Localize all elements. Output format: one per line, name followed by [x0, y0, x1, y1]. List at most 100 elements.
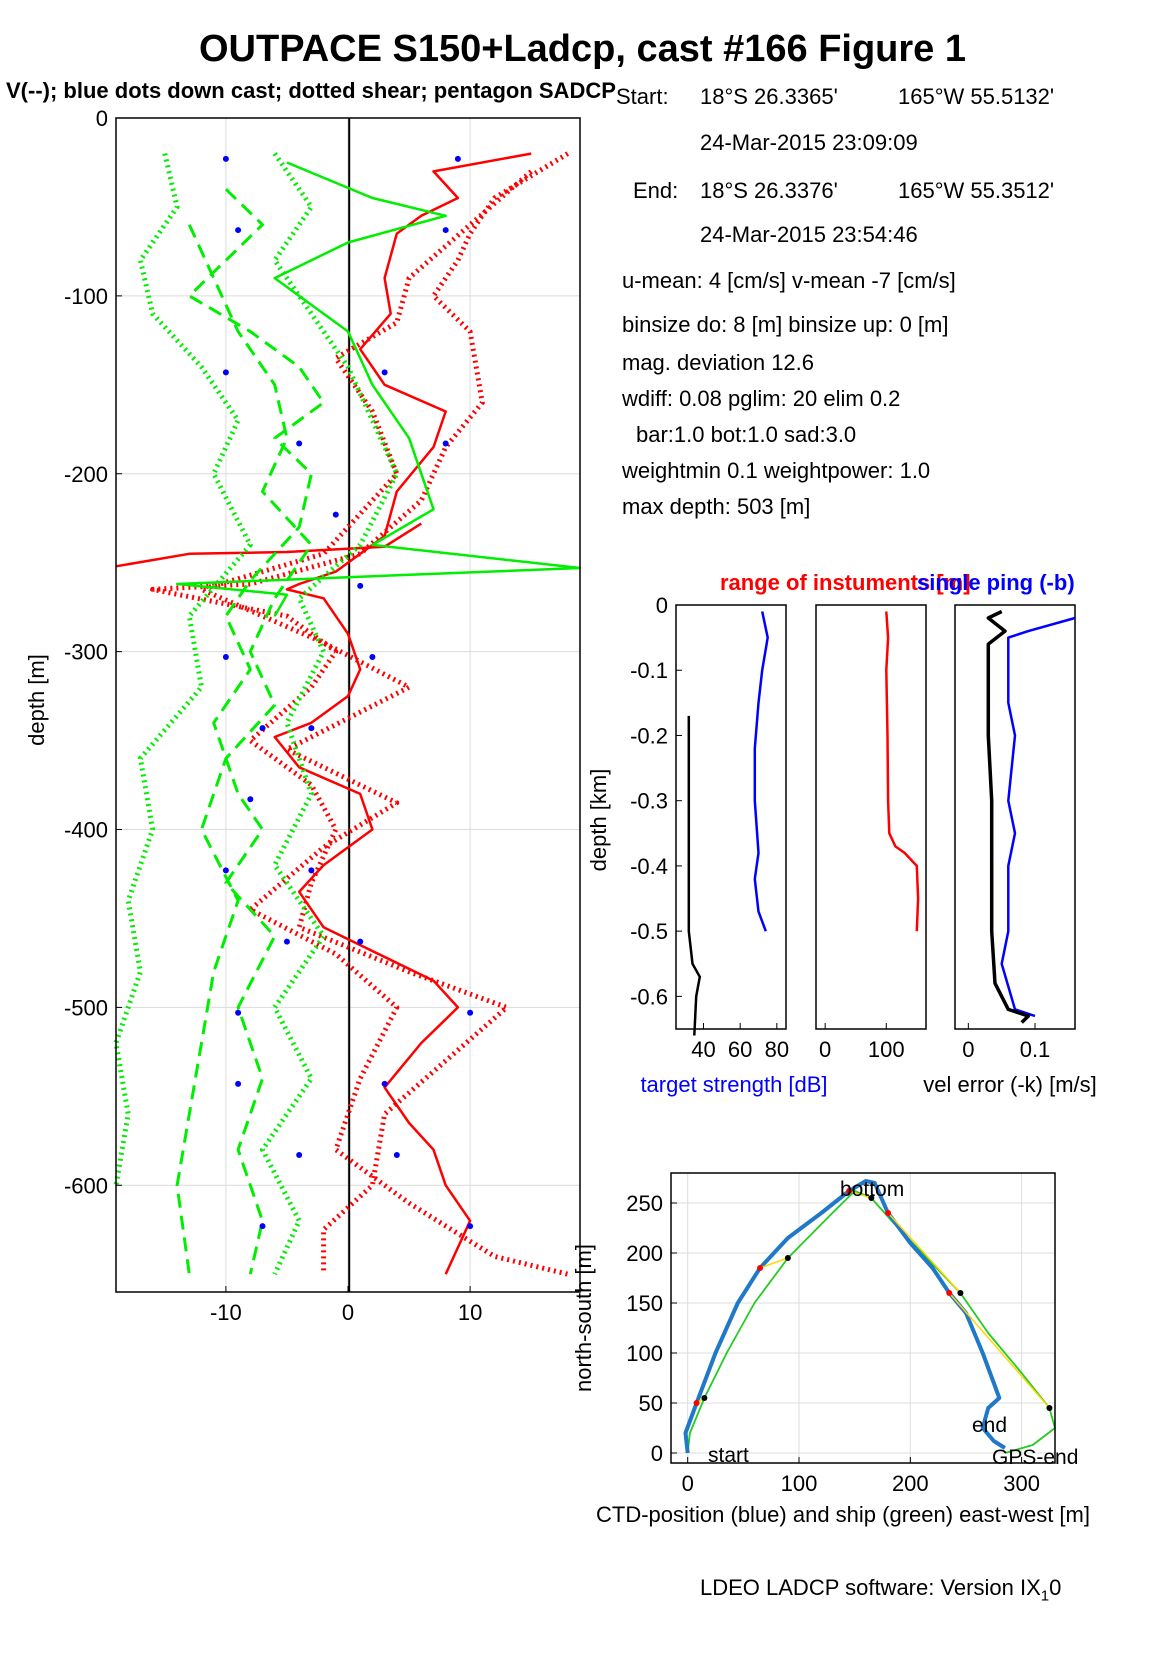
end-label: End:	[633, 178, 679, 203]
y-tick-label: -0.6	[630, 984, 668, 1009]
depth-km-label: depth [km]	[586, 769, 611, 872]
depth-axis-label: depth [m]	[24, 654, 49, 746]
wdiff-params: wdiff: 0.08 pglim: 20 elim 0.2	[622, 386, 901, 411]
y-tick-label: 0	[96, 106, 108, 131]
x-tick-label: 0.1	[1020, 1037, 1051, 1062]
range-frame	[815, 604, 927, 1030]
downcast-dot	[235, 1009, 242, 1016]
gps-end-marker-label: GPS-end	[992, 1446, 1078, 1469]
y-tick-label: 100	[626, 1341, 663, 1366]
y-tick-label: -200	[64, 462, 108, 487]
velocity-series-8	[175, 161, 582, 617]
downcast-dot	[467, 1009, 474, 1016]
downcast-dot	[283, 938, 290, 945]
downcast-dot	[381, 1080, 388, 1087]
mean-velocities: u-mean: 4 [cm/s] v-mean -7 [cm/s]	[622, 268, 956, 293]
ship-marker	[957, 1290, 964, 1296]
target-strength-series	[687, 611, 769, 1036]
y-tick-label: 250	[626, 1191, 663, 1216]
position-axes: 0 100 200 300 0 50 100 150 200 250 north-south [m…	[571, 1172, 1090, 1527]
downcast-dot	[222, 653, 229, 660]
downcast-dot	[467, 1223, 474, 1230]
velocity-profile-axes: -10 0 100-100-200-300-400-500-600 depth [m…	[24, 106, 582, 1325]
position-link	[887, 1212, 961, 1294]
software-version-tail: 0	[1049, 1575, 1062, 1600]
y-tick-label: -500	[64, 995, 108, 1020]
downcast-dot	[393, 1152, 400, 1159]
y-tick-label: -0.5	[630, 919, 668, 944]
downcast-dot	[454, 155, 461, 162]
max-depth: max depth: 503 [m]	[622, 494, 811, 519]
mag-deviation: mag. deviation 12.6	[622, 350, 815, 375]
target-strength-frame	[675, 604, 787, 1030]
downcast-dots	[222, 155, 474, 1230]
range-ticks: 0 100	[819, 1023, 905, 1062]
x-tick-label: 0	[682, 1471, 694, 1496]
ctd-marker	[946, 1290, 953, 1296]
position-plot-frame	[670, 1172, 1056, 1464]
y-tick-label: 0	[656, 593, 668, 618]
downcast-dot	[222, 867, 229, 874]
bin-size: binsize do: 8 [m] binsize up: 0 [m]	[622, 312, 949, 337]
ctd-marker	[757, 1265, 764, 1271]
vel-error-axes: 0 0.1 vel error (-k) [m/s] single ping (-…	[917, 570, 1097, 1097]
y-tick-label: 0	[651, 1441, 663, 1466]
start-position: 18°S 26.3365'	[700, 84, 838, 109]
downcast-dot	[357, 582, 364, 589]
y-tick-label: 150	[626, 1291, 663, 1316]
target-strength-ticks: 40 60 80 0 -0.1 -0.2 -0.3 -0.4 -0.5 -0.6	[630, 593, 789, 1062]
ship-track	[686, 1190, 1056, 1454]
single-ping-title: single ping (-b)	[917, 570, 1075, 595]
range-title: range of instuments [m]	[720, 570, 971, 595]
ctd-marker	[885, 1210, 892, 1216]
y-tick-label: -0.4	[630, 854, 668, 879]
figure-title: OUTPACE S150+Ladcp, cast #166 Figure 1	[199, 28, 966, 70]
downcast-dot	[308, 867, 315, 874]
weight-params: weightmin 0.1 weightpower: 1.0	[622, 458, 931, 483]
downcast-dot	[442, 227, 449, 234]
downcast-dot	[259, 725, 266, 732]
ship-marker	[784, 1255, 791, 1261]
velocity-series-6	[113, 153, 253, 1186]
target-strength-label: target strength [dB]	[640, 1072, 827, 1097]
vel-error-ticks: 0 0.1	[962, 1023, 1050, 1062]
x-tick-label: 300	[1003, 1471, 1040, 1496]
software-version: LDEO LADCP software: Version IX10	[700, 1575, 1061, 1604]
east-west-label: CTD-position (blue) and ship (green) eas…	[596, 1502, 1090, 1527]
x-tick-label: 40	[691, 1037, 715, 1062]
position-markers	[693, 1188, 1053, 1411]
downcast-dot	[369, 653, 376, 660]
y-tick-label: 200	[626, 1241, 663, 1266]
downcast-dot	[222, 155, 229, 162]
downcast-dot	[308, 725, 315, 732]
downcast-dot	[222, 369, 229, 376]
ship-marker	[868, 1195, 875, 1201]
downcast-dot	[381, 369, 388, 376]
ax2-line-1	[687, 715, 702, 1036]
x-tick-label: 100	[781, 1471, 818, 1496]
vel-error-label: vel error (-k) [m/s]	[923, 1072, 1097, 1097]
downcast-dot	[296, 440, 303, 447]
target-strength-axes: 40 60 80 0 -0.1 -0.2 -0.3 -0.4 -0.5 -0.6 depth [k…	[586, 570, 971, 1097]
velocity-series-5	[175, 224, 313, 1275]
ax4-line-0	[1000, 616, 1076, 1018]
position-ticks: 0 100 200 300 0 50 100 150 200 250	[626, 1191, 1040, 1496]
vel-error-frame	[954, 604, 1076, 1030]
y-tick-label: -400	[64, 818, 108, 843]
y-tick-label: 50	[639, 1391, 663, 1416]
end-time: 24-Mar-2015 23:54:46	[700, 222, 918, 247]
x-tick-label: -10	[210, 1300, 242, 1325]
y-tick-label: -0.2	[630, 723, 668, 748]
ax2-line-0	[753, 611, 769, 932]
end-longitude: 165°W 55.3512'	[898, 178, 1055, 203]
figure-subtitle: V(--); blue dots down cast; dotted shear…	[6, 78, 616, 103]
ship-marker	[1046, 1405, 1053, 1411]
velocity-series-3	[115, 522, 422, 568]
ax4-line-1	[986, 609, 1031, 1024]
y-tick-label: -0.3	[630, 789, 668, 814]
downcast-dot	[247, 796, 254, 803]
vel-error-series	[986, 609, 1076, 1024]
software-version-sub: 1	[1040, 1587, 1050, 1605]
start-label: Start:	[616, 84, 669, 109]
